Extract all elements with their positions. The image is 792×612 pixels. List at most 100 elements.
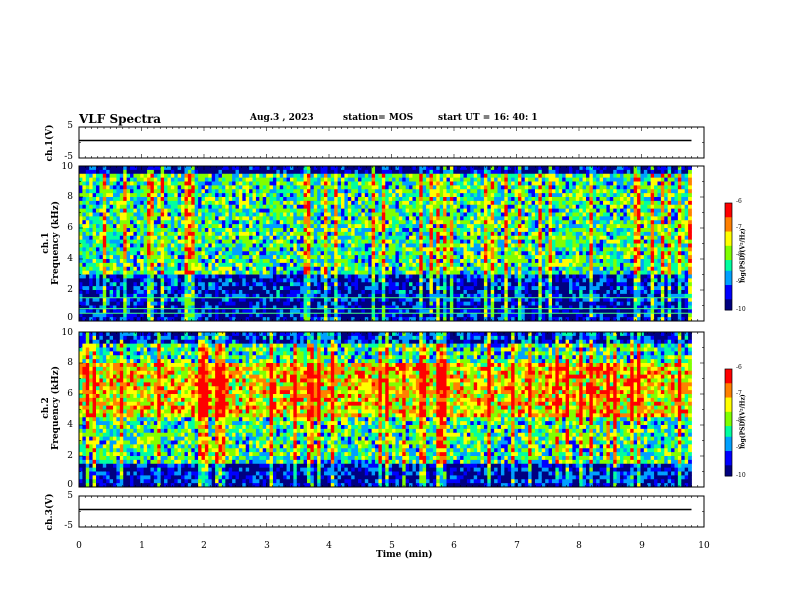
colorbar-swatch: [725, 295, 732, 300]
ch3-voltage-ylabel: ch.3(V): [45, 493, 55, 531]
colorbar-swatch: [725, 418, 732, 423]
x-tick: 3: [264, 541, 270, 551]
colorbar-swatch: [725, 285, 732, 290]
colorbar1-tick: -6: [736, 198, 742, 205]
colorbar-swatch: [725, 408, 732, 413]
colorbar1-tick: -8: [736, 251, 742, 258]
colorbar-swatch: [725, 256, 732, 261]
colorbar-swatch: [725, 443, 732, 448]
colorbar2-tick: -6: [736, 364, 742, 371]
colorbar2-tick: -7: [736, 390, 742, 397]
colorbar-swatch: [725, 302, 732, 307]
colorbar-swatch: [725, 372, 732, 377]
ch1-freq-ytick: 0: [67, 313, 73, 323]
colorbar-swatch: [725, 472, 732, 477]
colorbar-swatch: [725, 454, 732, 459]
ch2-freq-ytick: 0: [67, 480, 73, 490]
colorbar-swatch: [725, 411, 732, 416]
colorbar-swatch: [725, 260, 732, 265]
colorbar-swatch: [725, 299, 732, 304]
panel-frame: [78, 126, 705, 159]
colorbar-swatch: [725, 267, 732, 272]
ch1-freq-ytick: 8: [67, 192, 73, 202]
colorbar-swatch: [725, 206, 732, 211]
colorbar-swatch: [725, 263, 732, 268]
spectrogram-2: [79, 332, 692, 488]
ch2-freq-ytick: 2: [67, 451, 73, 461]
chart-title: VLF Spectra: [79, 112, 162, 126]
colorbar-swatch: [725, 429, 732, 434]
colorbar-swatch: [725, 447, 732, 452]
colorbar-swatch: [725, 210, 732, 215]
colorbar2-tick: -8: [736, 417, 742, 424]
colorbar1-tick: -9: [736, 278, 742, 285]
x-tick: 8: [576, 541, 582, 551]
ch1-voltage-ylabel: ch.1(V): [45, 124, 55, 162]
x-axis-label: Time (min): [376, 550, 433, 560]
ch2-freq-ytick: 10: [61, 328, 73, 338]
colorbar-swatch: [725, 292, 732, 297]
panel-frame: [78, 495, 705, 528]
ch3-ytick: -5: [64, 521, 73, 531]
ch2-freq-ytick: 6: [67, 389, 73, 399]
colorbar-swatch: [725, 235, 732, 240]
colorbar-swatch: [725, 465, 732, 470]
colorbar-frame: [724, 368, 733, 477]
colorbar2-tick: -9: [736, 444, 742, 451]
colorbar-swatch: [725, 379, 732, 384]
colorbar-swatch: [725, 252, 732, 257]
ch1-freq-ytick: 6: [67, 223, 73, 233]
colorbar-swatch: [725, 415, 732, 420]
colorbar-swatch: [725, 231, 732, 236]
colorbar-swatch: [725, 306, 732, 311]
colorbar-swatch: [725, 401, 732, 406]
colorbar-swatch: [725, 426, 732, 431]
colorbar-swatch: [725, 238, 732, 243]
colorbar-swatch: [725, 440, 732, 445]
date-label: Aug.3 , 2023: [250, 113, 314, 123]
colorbar-swatch: [725, 213, 732, 218]
colorbar-swatch: [725, 393, 732, 399]
colorbar-swatch: [725, 461, 732, 466]
x-tick: 6: [451, 541, 457, 551]
colorbar-swatch: [725, 404, 732, 409]
x-tick: 5: [389, 541, 395, 551]
colorbar-swatch: [725, 383, 732, 388]
ch2-freq-ylabel: ch.2 Frequency (kHz): [41, 366, 61, 451]
colorbar-swatch: [725, 217, 732, 222]
colorbar-swatch: [725, 376, 732, 381]
colorbar-swatch: [725, 386, 732, 391]
colorbar-swatch: [725, 245, 732, 250]
colorbar-swatch: [725, 274, 732, 279]
x-tick: 0: [76, 541, 82, 551]
x-tick: 7: [514, 541, 520, 551]
colorbar-swatch: [725, 288, 732, 293]
colorbar-swatch: [725, 242, 732, 247]
colorbar-swatch: [725, 397, 732, 402]
ch1-freq-ytick: 10: [61, 162, 73, 172]
ch3-ytick: 5: [67, 491, 73, 501]
x-tick: 2: [201, 541, 207, 551]
colorbar-swatch: [725, 458, 732, 463]
colorbar-swatch: [725, 468, 732, 473]
start-time-label: start UT = 16: 40: 1: [438, 113, 538, 123]
x-tick: 10: [698, 541, 710, 551]
colorbar-frame: [724, 202, 733, 311]
x-tick: 1: [139, 541, 145, 551]
x-tick: 9: [639, 541, 645, 551]
ch2-freq-ytick: 4: [67, 420, 73, 430]
ch1-freq-ylabel: ch.1 Frequency (kHz): [41, 201, 61, 286]
colorbar2-tick: -10: [736, 472, 746, 479]
ch1-ytick: 5: [67, 121, 73, 131]
ch1-freq-ytick: 2: [67, 285, 73, 295]
station-label: station= MOS: [343, 113, 414, 123]
colorbar-swatch: [725, 390, 732, 395]
ch1-ytick: -5: [64, 152, 73, 162]
x-tick: 4: [326, 541, 332, 551]
spectrogram-1: [79, 166, 692, 322]
ch1-freq-ytick: 4: [67, 254, 73, 264]
ch2-freq-ytick: 8: [67, 358, 73, 368]
colorbar-swatch: [725, 277, 732, 282]
colorbar-swatch: [725, 281, 732, 286]
